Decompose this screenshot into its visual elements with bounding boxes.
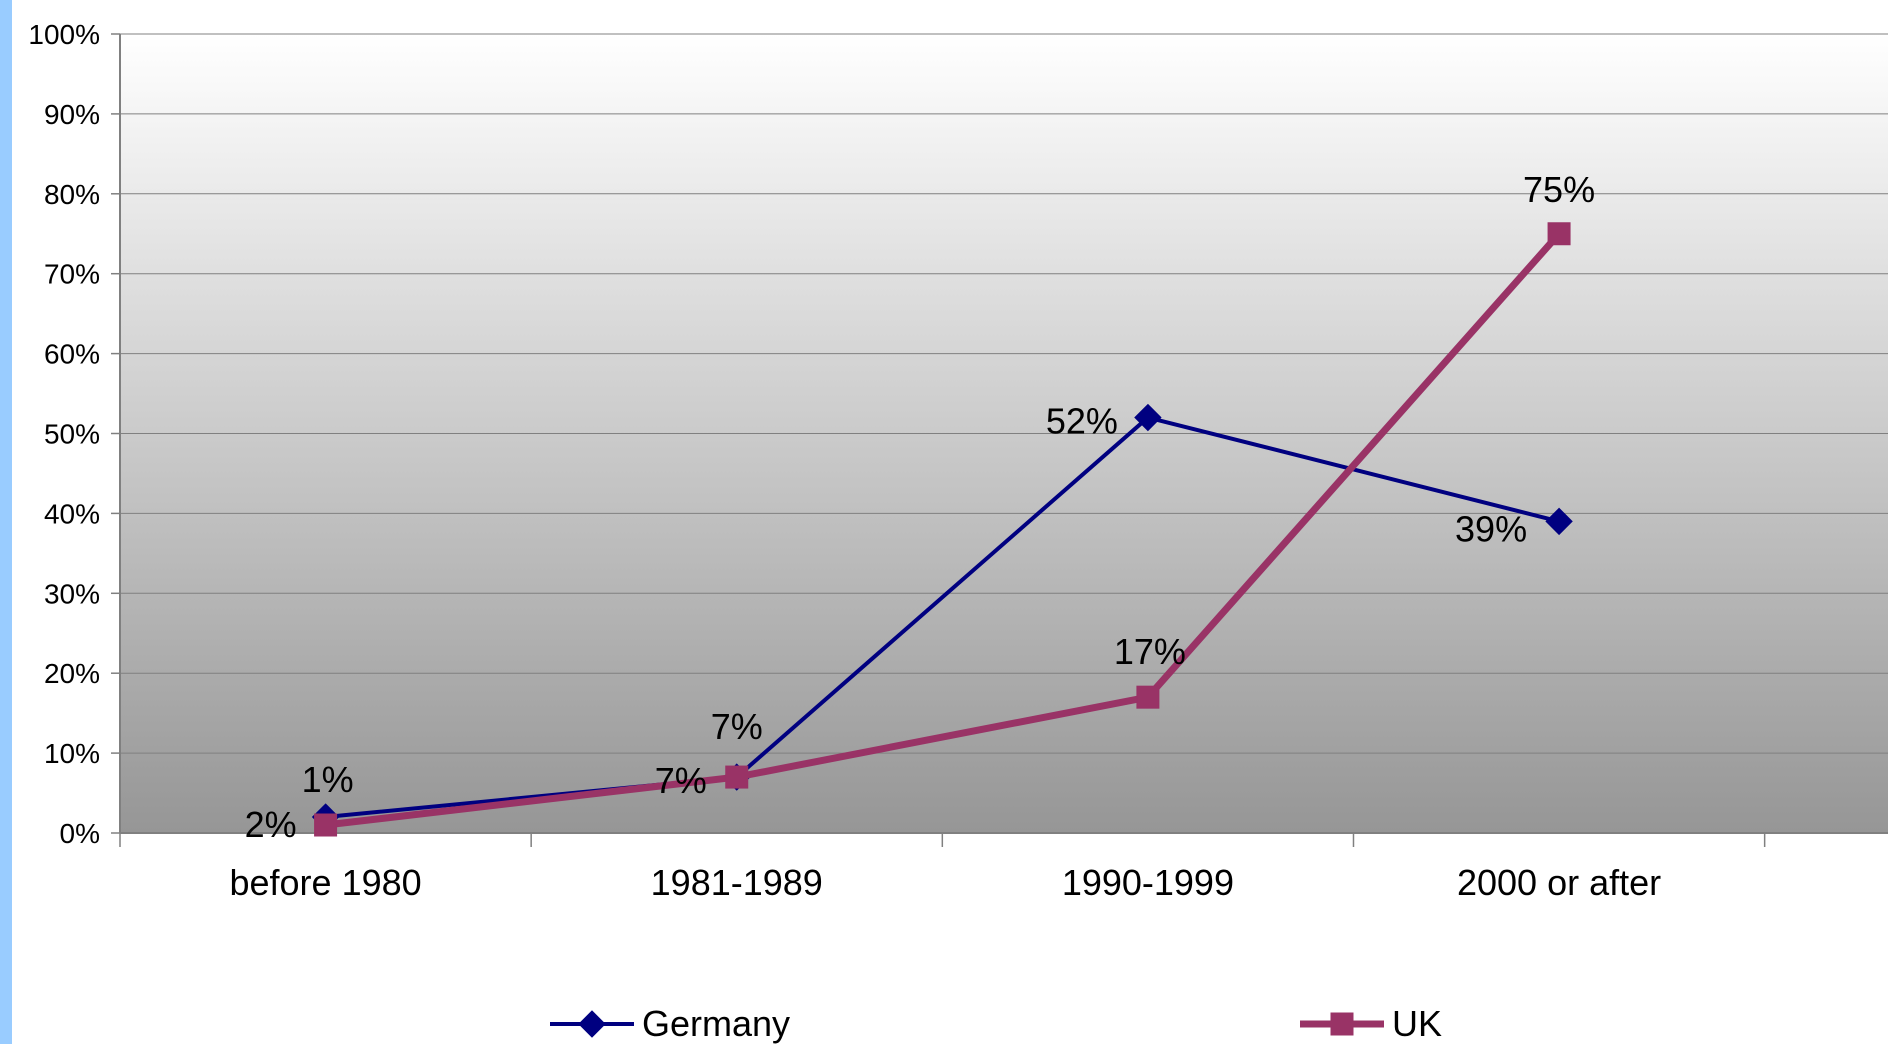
data-point-marker — [314, 813, 338, 837]
y-tick-label: 70% — [44, 259, 100, 290]
y-tick-label: 90% — [44, 99, 100, 130]
y-tick-label: 0% — [60, 818, 100, 849]
data-label: 17% — [1114, 631, 1186, 672]
x-tick-label: 1990-1999 — [1062, 862, 1234, 903]
data-label: 75% — [1523, 169, 1595, 210]
data-label: 1% — [302, 759, 354, 800]
legend-marker — [578, 1010, 606, 1038]
x-tick-labels: before 1980 1981-1989 1990-1999 2000 or aft… — [229, 862, 1661, 903]
x-tick-label: 1981-1989 — [651, 862, 823, 903]
y-tick-label: 40% — [44, 498, 100, 529]
x-tick-label: 2000 or after — [1457, 862, 1661, 903]
data-point-marker — [725, 765, 749, 789]
y-tick-labels: 0% 10% 20% 30% 40% 50% 60% 70% 80% 90% 100% — [28, 19, 100, 849]
data-point-marker — [1545, 507, 1573, 536]
legend-label: UK — [1392, 1003, 1442, 1044]
axes — [111, 33, 1888, 847]
legend-marker — [1330, 1012, 1354, 1036]
data-label: 2% — [245, 804, 297, 845]
data-label: 39% — [1455, 508, 1527, 549]
data-label: 7% — [655, 760, 707, 801]
legend-item-uk: UK — [1300, 1003, 1442, 1044]
series-uk — [314, 222, 1571, 837]
y-tick-label: 80% — [44, 179, 100, 210]
data-label: 7% — [711, 706, 763, 747]
data-label: 52% — [1046, 401, 1118, 442]
series-line — [325, 231, 1562, 829]
y-tick-label: 60% — [44, 339, 100, 370]
gridlines — [120, 33, 1888, 834]
x-tick-label: before 1980 — [229, 862, 421, 903]
series — [311, 222, 1573, 837]
y-tick-label: 10% — [44, 738, 100, 769]
legend-label: Germany — [642, 1003, 790, 1044]
data-point-marker — [1134, 403, 1162, 432]
data-point-marker — [1547, 222, 1571, 246]
data-point-marker — [1136, 685, 1160, 709]
y-tick-label: 30% — [44, 578, 100, 609]
y-tick-label: 50% — [44, 419, 100, 450]
legend: Germany UK — [550, 1003, 1442, 1044]
left-accent-strip — [0, 0, 12, 1044]
legend-item-germany: Germany — [550, 1003, 790, 1044]
data-labels: 2% 7% 52% 39% 1% 7% 17% 75% — [245, 169, 1596, 845]
y-tick-label: 100% — [28, 19, 100, 50]
y-tick-label: 20% — [44, 658, 100, 689]
